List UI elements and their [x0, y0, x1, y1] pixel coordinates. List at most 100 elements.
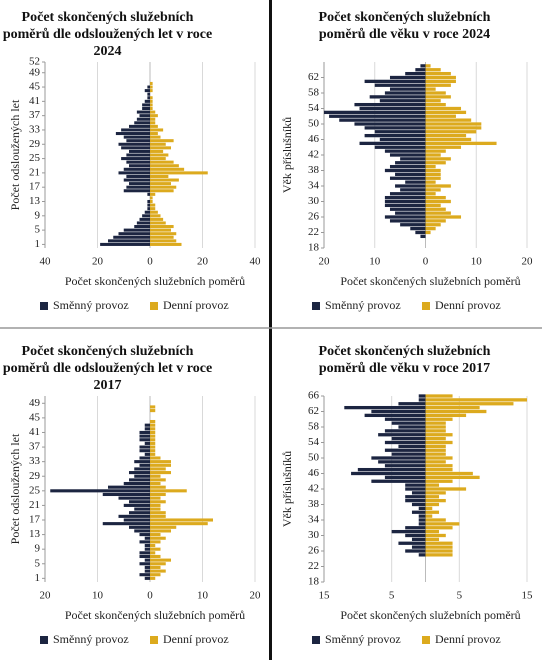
bar	[147, 85, 150, 89]
bar	[425, 223, 441, 227]
bar	[129, 182, 150, 186]
bar	[418, 514, 426, 518]
bar	[126, 153, 150, 157]
bar	[418, 506, 426, 511]
bar	[418, 522, 426, 526]
bar	[144, 565, 150, 569]
bar	[150, 149, 164, 153]
y-tick-label: 21	[29, 166, 40, 178]
bar	[150, 562, 166, 566]
bar	[425, 467, 453, 472]
bar	[142, 214, 150, 218]
bar	[395, 211, 426, 215]
bar	[425, 398, 527, 402]
bar	[144, 576, 150, 580]
bar	[425, 495, 440, 499]
bar	[374, 130, 426, 134]
bar	[150, 199, 153, 204]
bar	[147, 207, 150, 211]
bar	[150, 142, 166, 146]
y-tick-label: 30	[308, 195, 320, 207]
bar	[150, 221, 166, 225]
bar	[150, 507, 161, 511]
y-axis-label: Věk příslušníků	[280, 117, 294, 193]
y-tick-label: 22	[308, 226, 319, 238]
bar	[415, 68, 426, 72]
bar	[134, 529, 150, 533]
bar	[139, 445, 150, 449]
bar	[411, 537, 426, 542]
bar	[108, 239, 150, 243]
bar	[129, 500, 150, 504]
bar	[425, 122, 482, 126]
bar	[389, 219, 426, 223]
bar	[391, 529, 426, 534]
bar	[150, 171, 208, 175]
bar	[144, 99, 150, 103]
bar	[139, 562, 150, 566]
bar	[150, 503, 161, 507]
bar	[123, 503, 150, 507]
bar	[425, 479, 453, 483]
bar	[150, 132, 158, 136]
bar	[389, 75, 426, 80]
bar	[391, 436, 426, 441]
bar	[425, 429, 446, 433]
legend-label: Směnný provoz	[325, 632, 401, 646]
bar	[425, 137, 472, 142]
bar	[129, 478, 150, 482]
bar	[144, 441, 150, 445]
bar	[150, 525, 177, 529]
x-axis-label: Počet skončených služebních poměrů	[65, 608, 245, 622]
bar	[139, 430, 150, 435]
chart-title: Počet skončených služebních poměrů dle o…	[2, 344, 213, 393]
y-tick-label: 25	[29, 484, 41, 496]
bar	[150, 471, 171, 475]
y-tick-label: 62	[308, 405, 319, 417]
bar	[391, 452, 426, 456]
bar	[139, 434, 150, 438]
bar	[102, 492, 150, 497]
bar	[139, 551, 150, 555]
bar	[126, 139, 150, 143]
bar	[150, 536, 166, 540]
y-tick-label: 26	[308, 545, 320, 557]
bar	[425, 529, 440, 534]
bar	[384, 199, 426, 204]
bar	[150, 419, 156, 424]
bar	[359, 141, 426, 146]
bar	[425, 452, 446, 456]
bar	[150, 192, 156, 196]
bar	[405, 71, 426, 76]
bar	[354, 122, 426, 126]
bar	[411, 510, 426, 514]
bar	[139, 463, 150, 467]
bar	[136, 117, 150, 121]
x-tick-label: 5	[457, 590, 463, 602]
bar	[121, 128, 150, 132]
bar	[398, 541, 426, 545]
bar	[425, 553, 453, 557]
bar	[150, 452, 156, 456]
bar	[147, 199, 150, 204]
bar	[102, 522, 150, 526]
bar	[147, 203, 150, 207]
bar	[150, 110, 156, 114]
bar	[150, 434, 156, 438]
bar	[371, 409, 426, 414]
bar	[425, 219, 446, 223]
y-tick-label: 22	[308, 560, 319, 572]
y-tick-label: 33	[29, 455, 41, 467]
bar	[374, 83, 426, 87]
bar	[425, 433, 453, 437]
bar	[150, 160, 174, 164]
x-tick-label: 10	[197, 590, 209, 602]
bar	[150, 533, 161, 537]
bar	[425, 87, 436, 91]
bar	[400, 223, 426, 227]
bar	[425, 425, 446, 429]
bar	[395, 161, 426, 165]
bar	[425, 394, 453, 398]
legend-swatch	[40, 302, 48, 310]
y-tick-label: 5	[35, 557, 41, 569]
